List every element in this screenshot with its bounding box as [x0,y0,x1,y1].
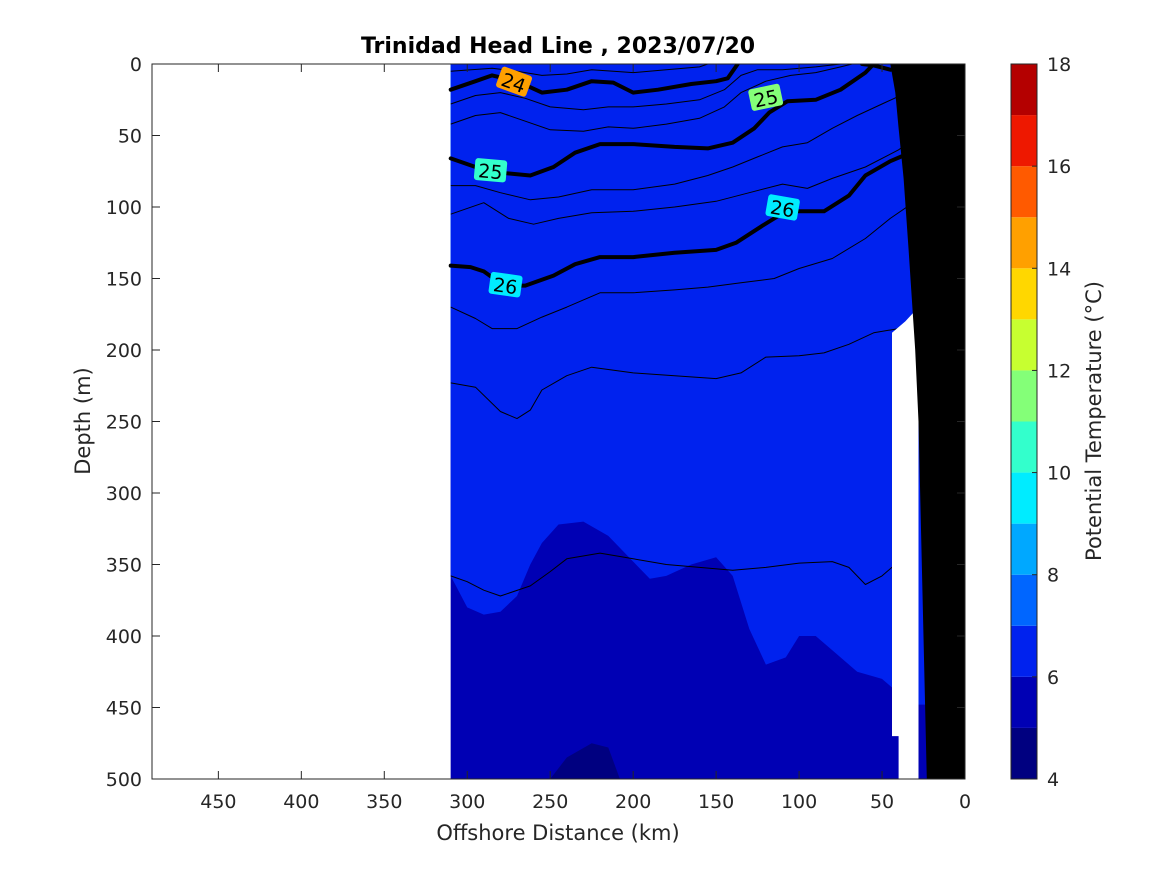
y-tick-label: 50 [118,126,142,148]
seafloor-bathymetry [890,64,965,779]
colorbar-ticks: 4 6 8 10 12 14 16 18 [1032,54,1071,791]
density-contour-thin-2 [450,183,933,330]
colorbar-band [1011,421,1037,473]
x-tick-label: 350 [366,791,402,813]
colorbar-title: Potential Temperature (°C) [1082,281,1106,561]
y-tick-label: 200 [106,340,142,362]
x-tick-label: 250 [532,791,568,813]
contour-label-bg [496,66,532,97]
y-tick-label: 0 [130,54,142,76]
colorbar-tick-label: 16 [1047,156,1071,178]
colorbar-band [1011,472,1037,524]
contour-label-26: 26 [768,196,796,222]
y-axis-title: Depth (m) [71,367,95,474]
temperature-band-5 [550,743,620,779]
colorbar-tick-label: 12 [1047,360,1071,382]
x-tick-label: 50 [870,791,894,813]
colorbar-band [1011,727,1037,779]
x-tick-label: 0 [959,791,971,813]
density-contour-thin-6 [450,64,841,111]
colorbar-tick-label: 10 [1047,463,1071,485]
colorbar-band [1011,574,1037,626]
colorbar-band [1011,268,1037,320]
chart-title: Trinidad Head Line , 2023/07/20 [361,34,755,59]
colorbar-band [1011,676,1037,728]
y-tick-label: 250 [106,412,142,434]
temperature-band-6 [450,64,965,705]
colorbar-tick-label: 8 [1047,565,1059,587]
density-contour-thin-0 [450,132,924,225]
contour-label-bg [748,83,784,111]
y-tick-label: 500 [106,769,142,791]
colorbar-band [1011,166,1037,218]
contour-label-bg [488,271,523,298]
colorbar-band [1011,523,1037,575]
contour-label-25: 25 [752,86,780,113]
x-tick-label: 450 [200,791,236,813]
density-contour-thin-3 [450,328,916,420]
contour-label-bg [765,194,800,221]
colorbar-tick-label: 6 [1047,667,1059,689]
y-tick-label: 300 [106,483,142,505]
y-tick-label: 350 [106,555,142,577]
x-axis: 450 400 350 300 250 200 150 100 50 0 [200,64,971,813]
contour-label-26: 26 [492,274,519,299]
colorbar-band [1011,319,1037,371]
contour-label-bg [473,158,508,183]
colorbar-tick-label: 18 [1047,54,1071,76]
x-tick-label: 400 [283,791,319,813]
colorbar-frame [1010,63,1038,780]
density-contour-thin-4 [450,552,916,597]
density-contour-25-2 [448,64,876,178]
x-tick-label: 300 [449,791,485,813]
colorbar-band [1011,115,1037,167]
x-tick-label: 150 [698,791,734,813]
colorbar-band [1011,217,1037,269]
density-contour-thin-7 [450,64,853,132]
y-tick-label: 100 [106,197,142,219]
density-contour-24-0 [448,64,740,95]
colorbar-tick-label: 4 [1047,769,1059,791]
colorbar-band [1011,370,1037,422]
y-tick-label: 450 [106,698,142,720]
x-tick-label: 200 [615,791,651,813]
temperature-fill-layer [450,64,965,779]
contour-label-25: 25 [477,160,503,184]
colorbar-tick-label: 14 [1047,258,1071,280]
colorbar-band [1011,64,1037,116]
y-tick-label: 400 [106,626,142,648]
colorbar: 4 6 8 10 12 14 16 18 Potential Temperature (°C) [1010,54,1106,791]
colorbar-band [1011,625,1037,677]
x-axis-title: Offshore Distance (km) [436,821,679,845]
x-tick-label: 100 [781,791,817,813]
no-data-region [892,307,919,779]
bathymetry-layer [890,64,965,779]
density-contour-thin-1 [450,80,929,201]
y-axis: 0 50 100 150 200 250 300 350 400 450 500 [106,54,965,791]
colorbar-bands [1011,64,1037,779]
y-tick-label: 150 [106,269,142,291]
no-data-mask-layer [892,307,919,779]
